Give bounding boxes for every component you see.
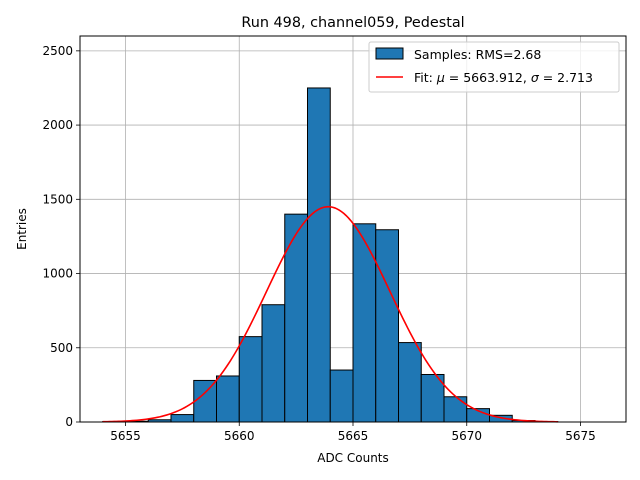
axis-ticks: 5655 5660 5665 5670 5675 0 500 1000 1500 2000 2500 — [42, 44, 595, 443]
legend: Samples: RMS=2.68 Fit: μ = 5663.912, σ =… — [368, 41, 620, 93]
fit-curve — [102, 205, 558, 423]
legend-box — [368, 41, 620, 93]
x-tick-label: 5660 — [224, 429, 255, 443]
histogram-bar — [284, 213, 308, 423]
chart-title: Run 498, channel059, Pedestal — [241, 15, 464, 31]
x-tick-label: 5675 — [565, 429, 596, 443]
y-tick-label: 2000 — [42, 118, 73, 132]
histogram-bar — [443, 396, 468, 423]
legend-fit-sigma-symbol: σ — [531, 70, 540, 85]
x-tick-label: 5655 — [110, 429, 141, 443]
histogram-bar — [238, 336, 263, 423]
x-tick-label: 5665 — [338, 429, 369, 443]
y-axis-label: Entries — [15, 208, 29, 250]
fit-curve-group — [102, 205, 558, 423]
y-tick-label: 1500 — [42, 192, 73, 206]
x-axis-label: ADC Counts — [317, 451, 389, 465]
legend-histogram-label: Samples: RMS=2.68 — [414, 47, 541, 62]
histogram-bars — [102, 87, 559, 423]
legend-histogram-swatch — [375, 47, 404, 60]
y-tick-label: 2500 — [42, 44, 73, 58]
histogram-bar — [398, 342, 422, 423]
y-tick-label: 500 — [50, 341, 73, 355]
histogram-bar — [375, 229, 399, 423]
x-tick-label: 5670 — [451, 429, 482, 443]
histogram-bar — [193, 379, 217, 423]
histogram-bar — [329, 369, 354, 423]
histogram-bar — [170, 414, 195, 423]
legend-fit-mu-value: = 5663.912, — [445, 70, 531, 85]
legend-fit-mu-symbol: μ — [436, 70, 445, 85]
legend-fit-sigma-value: = 2.713 — [539, 70, 593, 85]
y-tick-label: 0 — [65, 415, 73, 429]
y-tick-label: 1000 — [42, 267, 73, 281]
histogram-bar — [261, 304, 286, 423]
histogram-bar — [307, 87, 331, 423]
legend-fit-label: Fit: μ = 5663.912, σ = 2.713 — [414, 70, 593, 85]
histogram-bar — [216, 375, 240, 423]
legend-fit-prefix: Fit: — [414, 70, 437, 85]
